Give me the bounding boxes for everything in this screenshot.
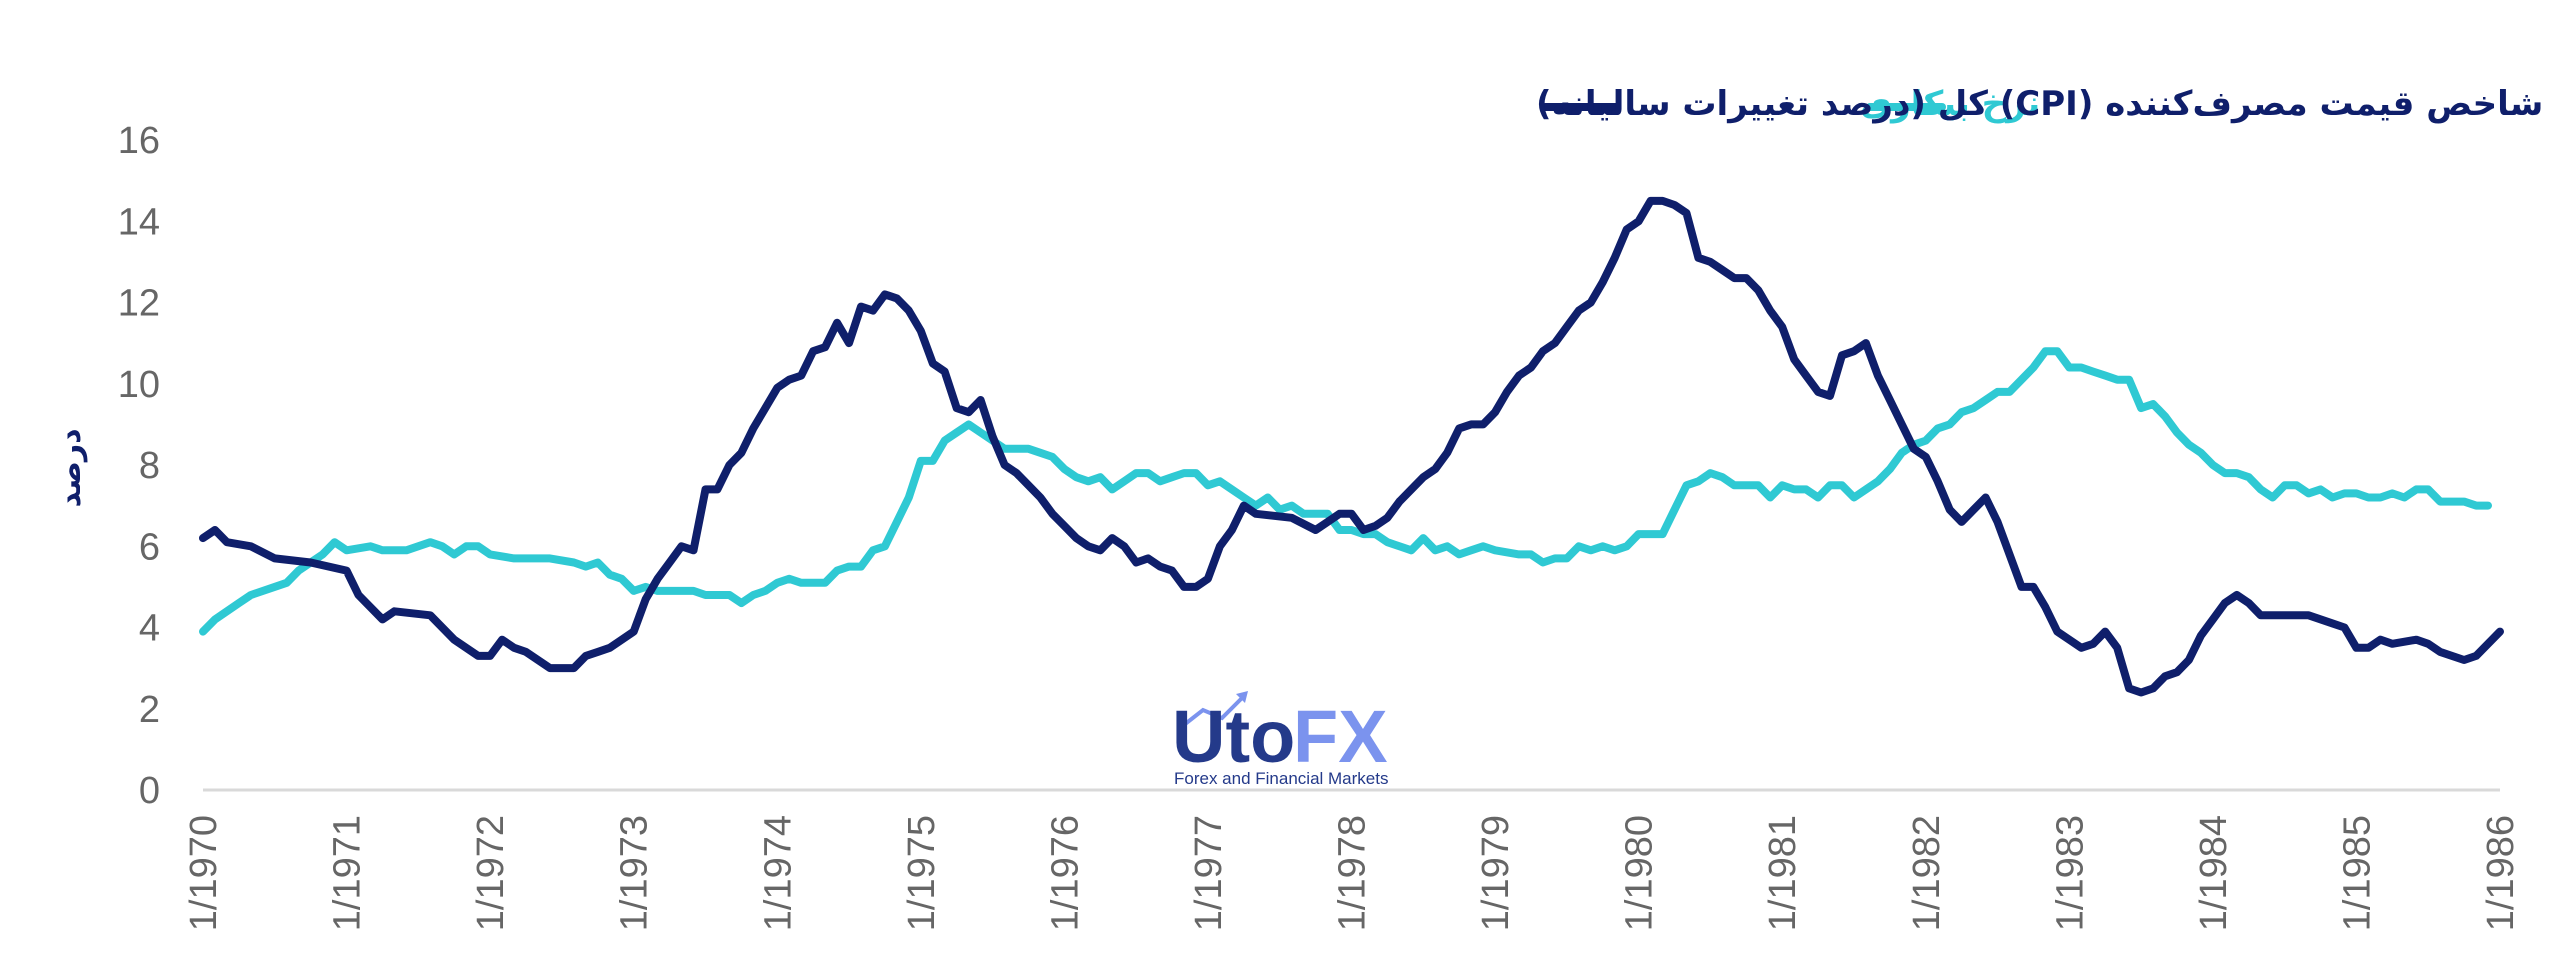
logo-brand-part1: Uto <box>1172 695 1295 778</box>
y-tick-label: 8 <box>139 445 160 487</box>
x-tick-label: 1/1972 <box>470 815 512 931</box>
x-tick-label: 1/1984 <box>2193 815 2235 931</box>
y-tick-label: 4 <box>139 608 160 650</box>
x-tick-label: 1/1986 <box>2480 815 2522 931</box>
y-tick-label: 0 <box>139 770 160 812</box>
series-line-cpi <box>199 196 2504 697</box>
x-tick-label: 1/1976 <box>1044 815 1086 931</box>
logo-tagline: Forex and Financial Markets <box>1174 769 1388 788</box>
y-axis-ticks: 0 2 4 6 8 10 12 14 16 <box>118 120 160 812</box>
utofx-logo: Uto FX Forex and Financial Markets <box>1172 691 1388 788</box>
x-tick-label: 1/1973 <box>614 815 656 931</box>
x-tick-label: 1/1983 <box>2049 815 2091 931</box>
logo-brand-part2: FX <box>1293 695 1388 778</box>
y-tick-label: 6 <box>139 526 160 568</box>
x-tick-label: 1/1979 <box>1475 815 1517 931</box>
x-tick-label: 1/1975 <box>901 815 943 931</box>
logo-arrow-head <box>1236 691 1248 703</box>
x-tick-label: 1/1974 <box>757 815 799 931</box>
legend: نرخ بیکاری شاخص قیمت مصرف‌کننده (CPI) کل… <box>1536 84 2543 124</box>
x-tick-label: 1/1970 <box>183 815 225 931</box>
y-axis-label: درصد <box>53 429 88 508</box>
y-tick-label: 10 <box>118 364 160 406</box>
series-lines <box>199 196 2504 697</box>
x-tick-label: 1/1977 <box>1188 815 1230 931</box>
x-tick-label: 1/1982 <box>1906 815 1948 931</box>
y-tick-label: 14 <box>118 201 160 243</box>
x-tick-label: 1/1971 <box>327 815 369 931</box>
y-tick-label: 16 <box>118 120 160 162</box>
series-line-unemployment <box>199 347 2492 636</box>
x-axis-ticks: 1/1970 1/1971 1/1972 1/1973 1/1974 1/1975 1/19… <box>183 815 2522 931</box>
legend-label-unemployment: نرخ بیکاری <box>1860 84 2040 124</box>
x-tick-label: 1/1981 <box>1762 815 1804 931</box>
x-tick-label: 1/1978 <box>1332 815 1374 931</box>
y-tick-label: 12 <box>118 283 160 325</box>
x-tick-label: 1/1985 <box>2336 815 2378 931</box>
y-tick-label: 2 <box>139 689 160 731</box>
legend-label-cpi: شاخص قیمت مصرف‌کننده (CPI) کل (درصد تغیی… <box>1536 84 2543 124</box>
logo-trend-arrow <box>1178 696 1244 730</box>
x-tick-label: 1/1980 <box>1619 815 1661 931</box>
